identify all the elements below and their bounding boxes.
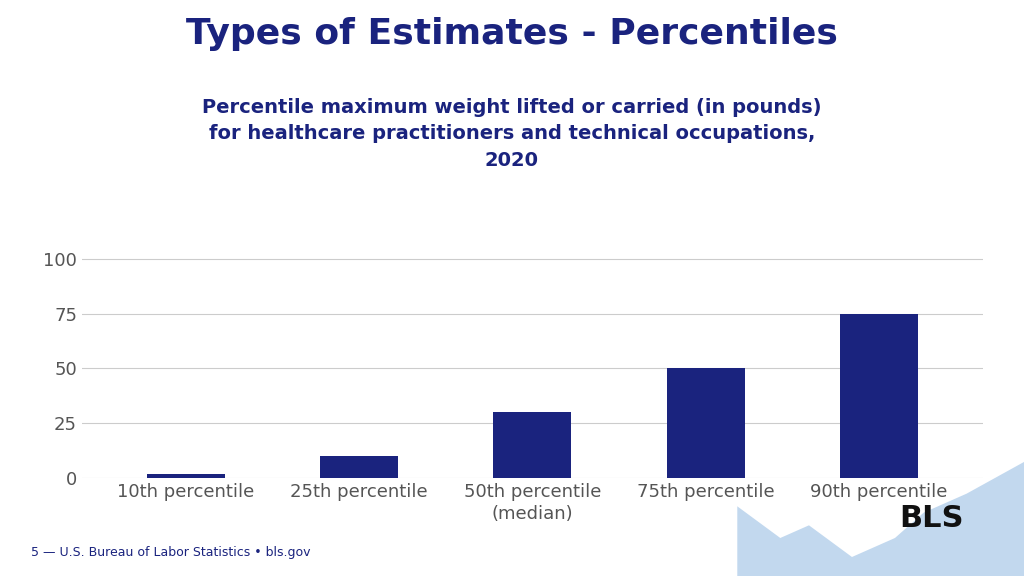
Bar (667, 369, 744, 478)
Text: BLS: BLS (900, 504, 964, 533)
Text: Types of Estimates - Percentiles: Types of Estimates - Percentiles (186, 17, 838, 51)
Bar (840, 313, 919, 478)
Bar (321, 456, 398, 478)
Bar (146, 473, 225, 478)
Bar (494, 412, 571, 478)
Text: 5 — U.S. Bureau of Labor Statistics • bls.gov: 5 — U.S. Bureau of Labor Statistics • bl… (31, 545, 310, 559)
Polygon shape (737, 462, 1024, 576)
Text: Percentile maximum weight lifted or carried (in pounds)
for healthcare practitio: Percentile maximum weight lifted or carr… (203, 98, 821, 170)
